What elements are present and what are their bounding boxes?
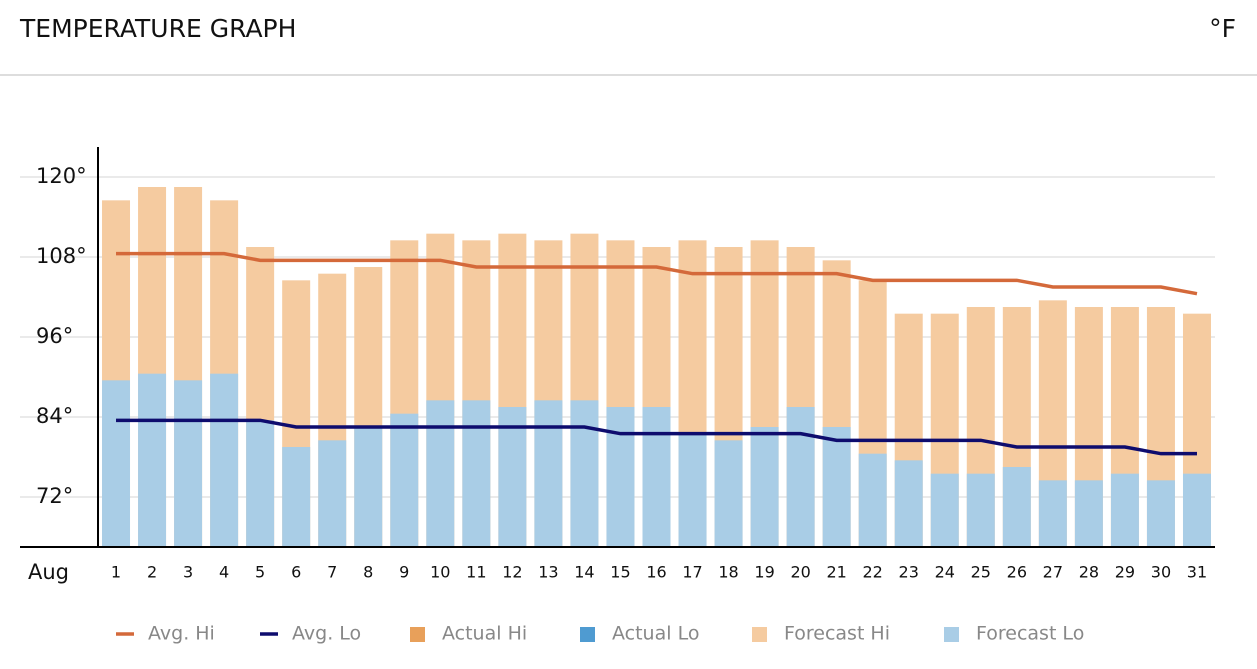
y-tick-label: 108° (36, 244, 87, 268)
x-tick-label: 17 (682, 563, 702, 582)
x-tick-label: 1 (111, 563, 121, 582)
x-tick-label: 9 (399, 563, 409, 582)
bar (1038, 480, 1067, 547)
legend-label: Actual Lo (612, 623, 699, 645)
y-tick-label: 72° (36, 484, 73, 508)
legend-label: Forecast Lo (976, 623, 1084, 645)
avg-line (116, 418, 1197, 456)
x-tick-label: 7 (327, 563, 337, 582)
bar (894, 460, 923, 547)
bar (1182, 473, 1211, 547)
bar (534, 400, 563, 547)
bar (786, 407, 815, 547)
legend-label: Forecast Hi (784, 623, 890, 645)
x-tick-label: 2 (147, 563, 157, 582)
bar (390, 413, 419, 547)
x-tick-label: 24 (935, 563, 955, 582)
bar (750, 427, 779, 547)
x-tick-label: 23 (899, 563, 919, 582)
x-tick-label: 27 (1043, 563, 1063, 582)
x-tick-label: 19 (754, 563, 774, 582)
bar (678, 433, 707, 547)
bar (966, 473, 995, 547)
bar (642, 407, 671, 547)
legend-marker (580, 627, 595, 642)
bar (210, 373, 239, 547)
legend-marker (752, 627, 767, 642)
bar (822, 427, 851, 547)
avg-line (116, 251, 1198, 296)
page-title: TEMPERATURE GRAPH (19, 14, 296, 43)
x-tick-label: 14 (574, 563, 594, 582)
x-tick-label: 21 (826, 563, 846, 582)
legend-marker (944, 627, 959, 642)
legend-label: Avg. Lo (292, 623, 361, 645)
x-tick-label: 15 (610, 563, 630, 582)
x-axis-label: Aug (28, 560, 69, 584)
x-tick-label: 20 (790, 563, 810, 582)
unit-toggle[interactable]: °F (1209, 14, 1236, 43)
bar (930, 473, 959, 547)
x-tick-label: 26 (1007, 563, 1027, 582)
y-tick-label: 84° (36, 404, 73, 428)
bar (1110, 473, 1139, 547)
x-tick-label: 3 (183, 563, 193, 582)
x-tick-label: 30 (1151, 563, 1171, 582)
bar (102, 380, 131, 547)
bar (426, 400, 455, 547)
bar (462, 400, 491, 547)
x-tick-label: 12 (502, 563, 522, 582)
x-tick-label: 5 (255, 563, 265, 582)
bar (1146, 480, 1175, 547)
bar (714, 440, 743, 547)
bar (570, 400, 599, 547)
x-tick-label: 16 (646, 563, 666, 582)
bar (1074, 480, 1103, 547)
bar (606, 407, 635, 547)
x-tick-label: 29 (1115, 563, 1135, 582)
bar (282, 447, 311, 547)
x-tick-label: 18 (718, 563, 738, 582)
x-tick-label: 28 (1079, 563, 1099, 582)
y-tick-label: 96° (36, 324, 73, 348)
x-tick-label: 13 (538, 563, 558, 582)
x-tick-label: 4 (219, 563, 229, 582)
x-tick-label: 6 (291, 563, 301, 582)
bar (858, 453, 887, 547)
x-tick-label: 31 (1187, 563, 1207, 582)
x-tick-label: 8 (363, 563, 373, 582)
bar (498, 407, 527, 547)
y-tick-label: 120° (36, 164, 87, 188)
bar (138, 373, 167, 547)
x-tick-label: 22 (863, 563, 883, 582)
x-tick-label: 25 (971, 563, 991, 582)
bar (354, 427, 383, 547)
bar (246, 420, 275, 547)
bar (318, 440, 347, 547)
legend-label: Avg. Hi (148, 623, 215, 645)
bar (1002, 467, 1031, 547)
legend-marker (410, 627, 425, 642)
x-tick-label: 11 (466, 563, 486, 582)
bar (174, 380, 203, 547)
x-tick-label: 10 (430, 563, 450, 582)
legend-label: Actual Hi (442, 623, 527, 645)
